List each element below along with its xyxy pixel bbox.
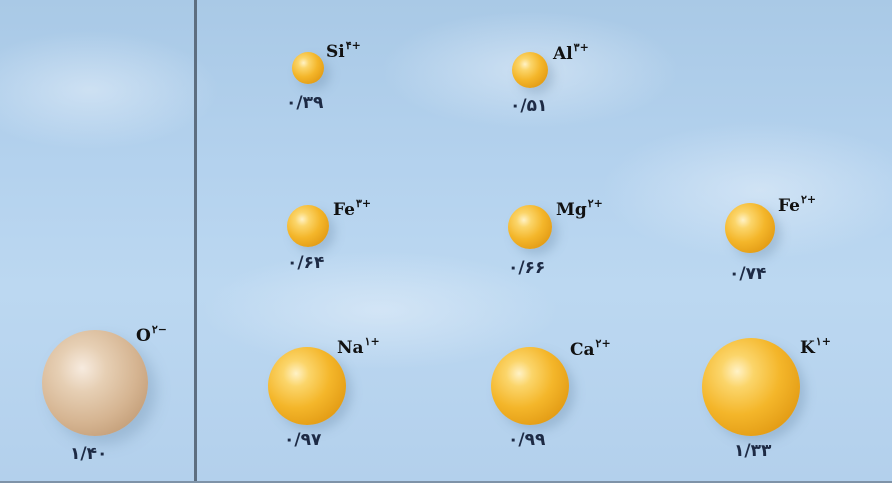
ion-charge-al3: ۳+ — [573, 41, 589, 54]
ion-charge-o2: ۲− — [151, 323, 167, 336]
ion-radius-si4: ۰/۳۹ — [286, 93, 324, 113]
ion-symbol-ca2: Ca۲+ — [570, 337, 611, 360]
column-divider — [194, 0, 197, 481]
ion-radius-ca2: ۰/۹۹ — [508, 430, 546, 450]
ion-charge-si4: ۴+ — [345, 39, 361, 52]
ion-radius-fe2: ۰/۷۴ — [729, 264, 767, 284]
ion-charge-mg2: ۲+ — [587, 197, 603, 210]
ion-symbol-mg2: Mg۲+ — [556, 197, 603, 220]
ion-symbol-k1: K۱+ — [800, 335, 831, 358]
ion-symbol-al3: Al۳+ — [553, 41, 589, 64]
ion-radius-na1: ۰/۹۷ — [284, 430, 322, 450]
ion-sphere-o2 — [42, 330, 148, 436]
ion-sphere-ca2 — [491, 347, 569, 425]
ion-sphere-fe3 — [287, 205, 329, 247]
ion-symbol-o2: O۲− — [136, 323, 167, 346]
ion-charge-k1: ۱+ — [815, 335, 831, 348]
ion-sphere-al3 — [512, 52, 548, 88]
ion-sphere-mg2 — [508, 205, 552, 249]
ion-symbol-si4: Si۴+ — [326, 39, 361, 62]
background-cloud — [200, 250, 560, 370]
ion-sphere-na1 — [268, 347, 346, 425]
ion-charge-fe2: ۲+ — [800, 193, 817, 206]
ion-symbol-fe3: Fe۳+ — [333, 197, 372, 220]
ion-symbol-na1: Na۱+ — [337, 335, 380, 358]
ion-radius-o2: ۱/۴۰ — [70, 444, 108, 464]
ion-radius-k1: ۱/۳۳ — [734, 441, 772, 461]
ion-charge-na1: ۱+ — [364, 335, 380, 348]
ion-sphere-k1 — [702, 338, 800, 436]
ion-radius-al3: ۰/۵۱ — [510, 96, 548, 116]
ion-charge-fe3: ۳+ — [355, 197, 372, 210]
ion-radius-fe3: ۰/۶۴ — [287, 253, 325, 273]
ion-symbol-fe2: Fe۲+ — [778, 193, 817, 216]
ion-radius-mg2: ۰/۶۶ — [508, 258, 546, 278]
background-cloud — [0, 30, 220, 150]
ion-charge-ca2: ۲+ — [595, 337, 611, 350]
ion-sphere-fe2 — [725, 203, 775, 253]
ion-sphere-si4 — [292, 52, 324, 84]
